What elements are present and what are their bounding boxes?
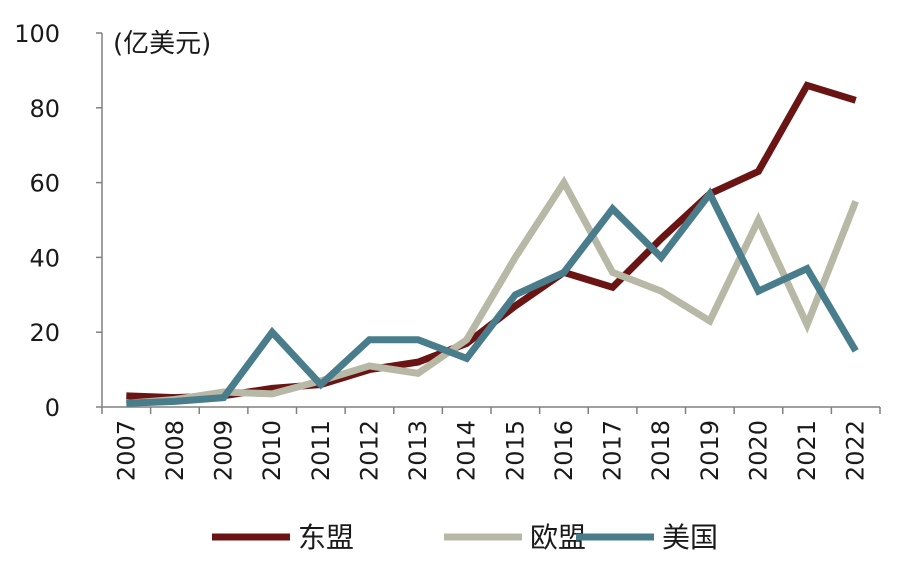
x-tick-label: 2010: [258, 420, 286, 481]
x-tick-label: 2019: [696, 420, 724, 481]
unit-label: (亿美元): [113, 29, 211, 59]
x-tick-label: 2021: [793, 420, 821, 481]
legend-label: 东盟: [298, 521, 354, 554]
x-axis: 2007 2008 2009 2010 2011 2012 2013 2014 2015 2016…: [101, 406, 881, 481]
legend-label: 美国: [662, 521, 718, 554]
y-axis: 0 20 40 60 80 100: [14, 20, 103, 422]
y-tick-label: 80: [29, 95, 60, 123]
series-line-3: [126, 187, 859, 407]
x-tick-label: 2009: [210, 420, 238, 481]
x-tick-label: 2013: [404, 420, 432, 481]
x-tick-label: 2022: [842, 420, 870, 481]
y-tick-label: 40: [29, 244, 60, 272]
x-tick-label: 2007: [112, 420, 140, 481]
x-tick-label: 2014: [453, 420, 481, 481]
series-lines: [126, 81, 859, 407]
y-tick-label: 60: [29, 170, 60, 198]
x-tick-label: 2018: [647, 420, 675, 481]
x-tick-label: 2020: [744, 420, 772, 481]
x-tick-label: 2008: [161, 420, 189, 481]
x-tick-label: 2012: [355, 420, 383, 481]
x-tick-label: 2016: [550, 420, 578, 481]
x-tick-label: 2017: [599, 420, 627, 481]
legend: 东盟 欧盟 美国: [212, 521, 718, 554]
x-tick-label: 2015: [501, 420, 529, 481]
y-tick-label: 100: [14, 20, 60, 48]
x-tick-label: 2011: [307, 420, 335, 481]
y-tick-label: 20: [29, 319, 60, 347]
series-line-2: [126, 175, 859, 407]
y-tick-label: 0: [45, 394, 60, 422]
